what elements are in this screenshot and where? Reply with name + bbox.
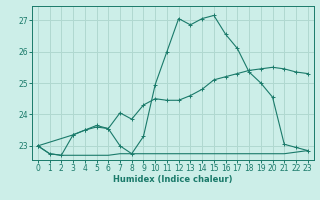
X-axis label: Humidex (Indice chaleur): Humidex (Indice chaleur) bbox=[113, 175, 233, 184]
